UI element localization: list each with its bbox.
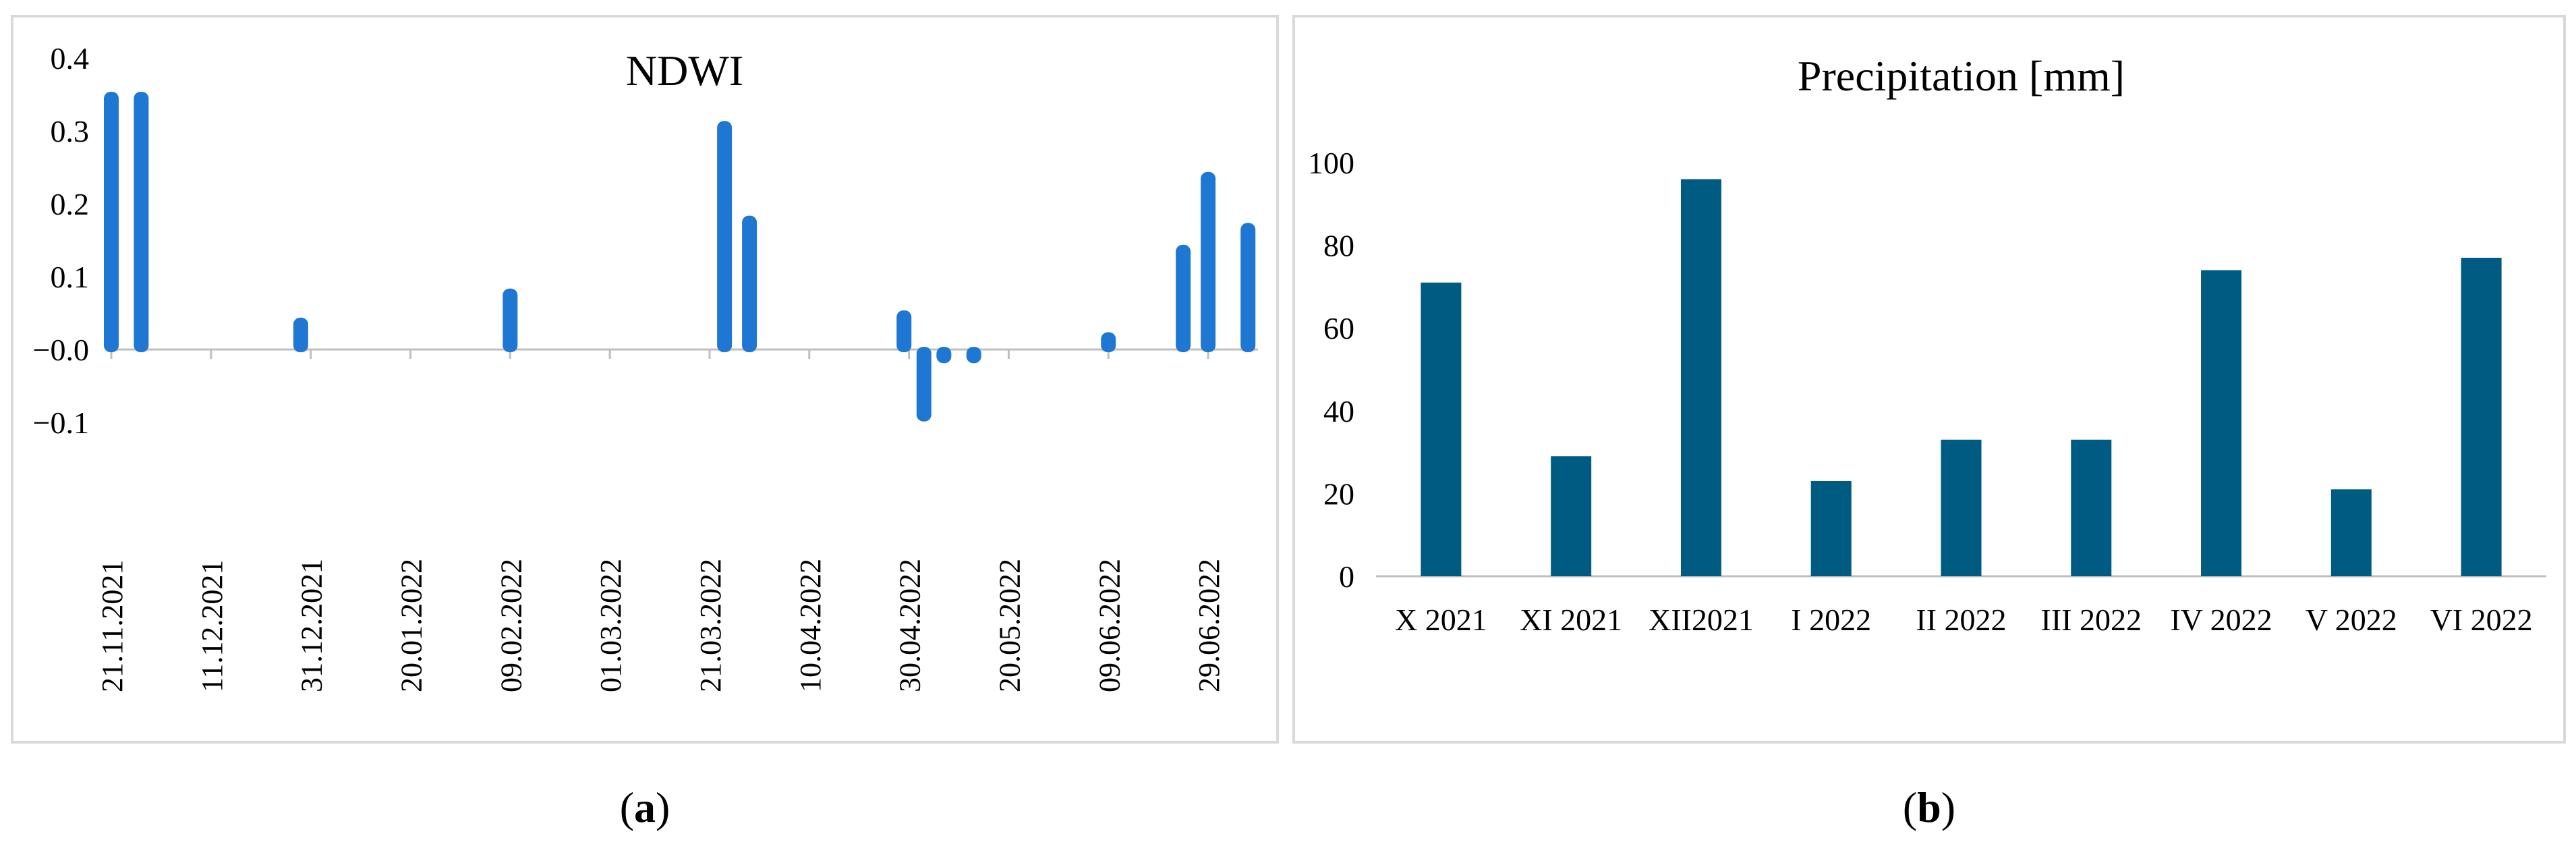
ndwi-x-tick-label: 21.11.2021	[96, 560, 129, 692]
ndwi-bar	[966, 347, 981, 364]
precipitation-x-tick-label: IV 2022	[2170, 603, 2272, 637]
ndwi-y-tick-label: 0.3	[51, 114, 90, 148]
ndwi-x-tick-label: 09.02.2022	[494, 559, 527, 692]
ndwi-y-tick-label: 0.2	[51, 187, 90, 221]
ndwi-chart: NDWI −0.1 −0.0 0.1 0.2 0.3 0.4 21.11.2021 11.12.…	[33, 41, 1258, 692]
ndwi-bar	[1101, 332, 1116, 352]
ndwi-bar	[717, 121, 733, 352]
ndwi-y-tick-label: −0.0	[33, 333, 89, 367]
precipitation-bar	[1421, 282, 1462, 576]
precipitation-bar	[2071, 439, 2112, 576]
precipitation-y-tick-label: 80	[1323, 229, 1354, 263]
ndwi-bar	[936, 347, 952, 364]
ndwi-chart-panel: NDWI −0.1 −0.0 0.1 0.2 0.3 0.4 21.11.2021 11.12.…	[11, 15, 1279, 744]
precipitation-x-tick-label: XII2021	[1649, 603, 1754, 637]
precipitation-y-tick-label: 100	[1308, 146, 1354, 180]
precipitation-x-tick-label: VI 2022	[2430, 603, 2533, 637]
precipitation-bar	[1680, 179, 1721, 576]
ndwi-bar	[134, 92, 149, 352]
precipitation-y-tick-label: 40	[1323, 394, 1354, 428]
ndwi-x-tick-label: 20.01.2022	[395, 559, 428, 692]
precipitation-bar	[1551, 456, 1592, 576]
ndwi-x-tick-label: 30.04.2022	[894, 559, 927, 692]
ndwi-bar	[293, 317, 308, 352]
ndwi-bar	[1201, 171, 1216, 353]
ndwi-bar	[1240, 223, 1256, 352]
ndwi-x-tick-label: 01.03.2022	[594, 559, 627, 692]
ndwi-y-tick-label: 0.1	[51, 260, 90, 294]
caption-b: (b)	[1903, 783, 1955, 833]
ndwi-bar	[104, 92, 119, 352]
precipitation-y-tick-label: 60	[1323, 311, 1354, 345]
caption-a-open: (	[619, 783, 634, 831]
precipitation-bar	[1941, 439, 1982, 576]
ndwi-chart-title: NDWI	[626, 47, 743, 94]
precipitation-x-tick-label: I 2022	[1791, 603, 1871, 637]
precipitation-x-tick-label: XI 2021	[1520, 603, 1622, 637]
ndwi-bar	[896, 310, 912, 352]
precipitation-chart-title: Precipitation [mm]	[1798, 52, 2125, 100]
ndwi-y-tick-label: 0.4	[51, 41, 90, 76]
precipitation-bar	[1810, 481, 1852, 576]
precipitation-x-tick-label: V 2022	[2306, 603, 2397, 637]
ndwi-x-tick-label: 11.12.2021	[196, 560, 229, 692]
ndwi-bar	[1176, 244, 1191, 352]
caption-a: (a)	[620, 783, 670, 833]
ndwi-y-tick-label: −0.1	[33, 406, 89, 440]
precipitation-chart: Precipitation [mm] 0 20 40 60 80 100 X 2021 XI 2…	[1308, 52, 2546, 637]
precipitation-bar	[2201, 270, 2242, 576]
caption-a-close: )	[656, 783, 670, 831]
ndwi-x-tick-label: 09.06.2022	[1093, 559, 1126, 692]
caption-b-letter: b	[1917, 783, 1941, 831]
ndwi-bar	[503, 288, 518, 352]
ndwi-x-tick-label: 10.04.2022	[794, 559, 827, 692]
precipitation-y-tick-label: 0	[1339, 559, 1354, 594]
precipitation-bar	[2461, 257, 2502, 576]
precipitation-bar	[2330, 489, 2372, 576]
ndwi-x-tick-label: 31.12.2021	[295, 559, 328, 692]
caption-b-close: )	[1941, 783, 1956, 831]
ndwi-x-tick-label: 20.05.2022	[993, 559, 1026, 692]
ndwi-bar	[742, 215, 757, 352]
ndwi-x-tick-label: 29.06.2022	[1193, 559, 1226, 692]
caption-a-letter: a	[634, 783, 656, 831]
caption-b-open: (	[1902, 783, 1918, 831]
precipitation-chart-panel: Precipitation [mm] 0 20 40 60 80 100 X 2021 XI 2…	[1292, 15, 2566, 744]
precipitation-x-tick-label: X 2021	[1395, 603, 1487, 637]
ndwi-bar	[916, 347, 932, 422]
ndwi-x-tick-label: 21.03.2022	[694, 559, 727, 692]
precipitation-x-tick-label: II 2022	[1916, 603, 2006, 637]
precipitation-x-tick-label: III 2022	[2041, 603, 2142, 637]
precipitation-y-tick-label: 20	[1323, 476, 1354, 511]
